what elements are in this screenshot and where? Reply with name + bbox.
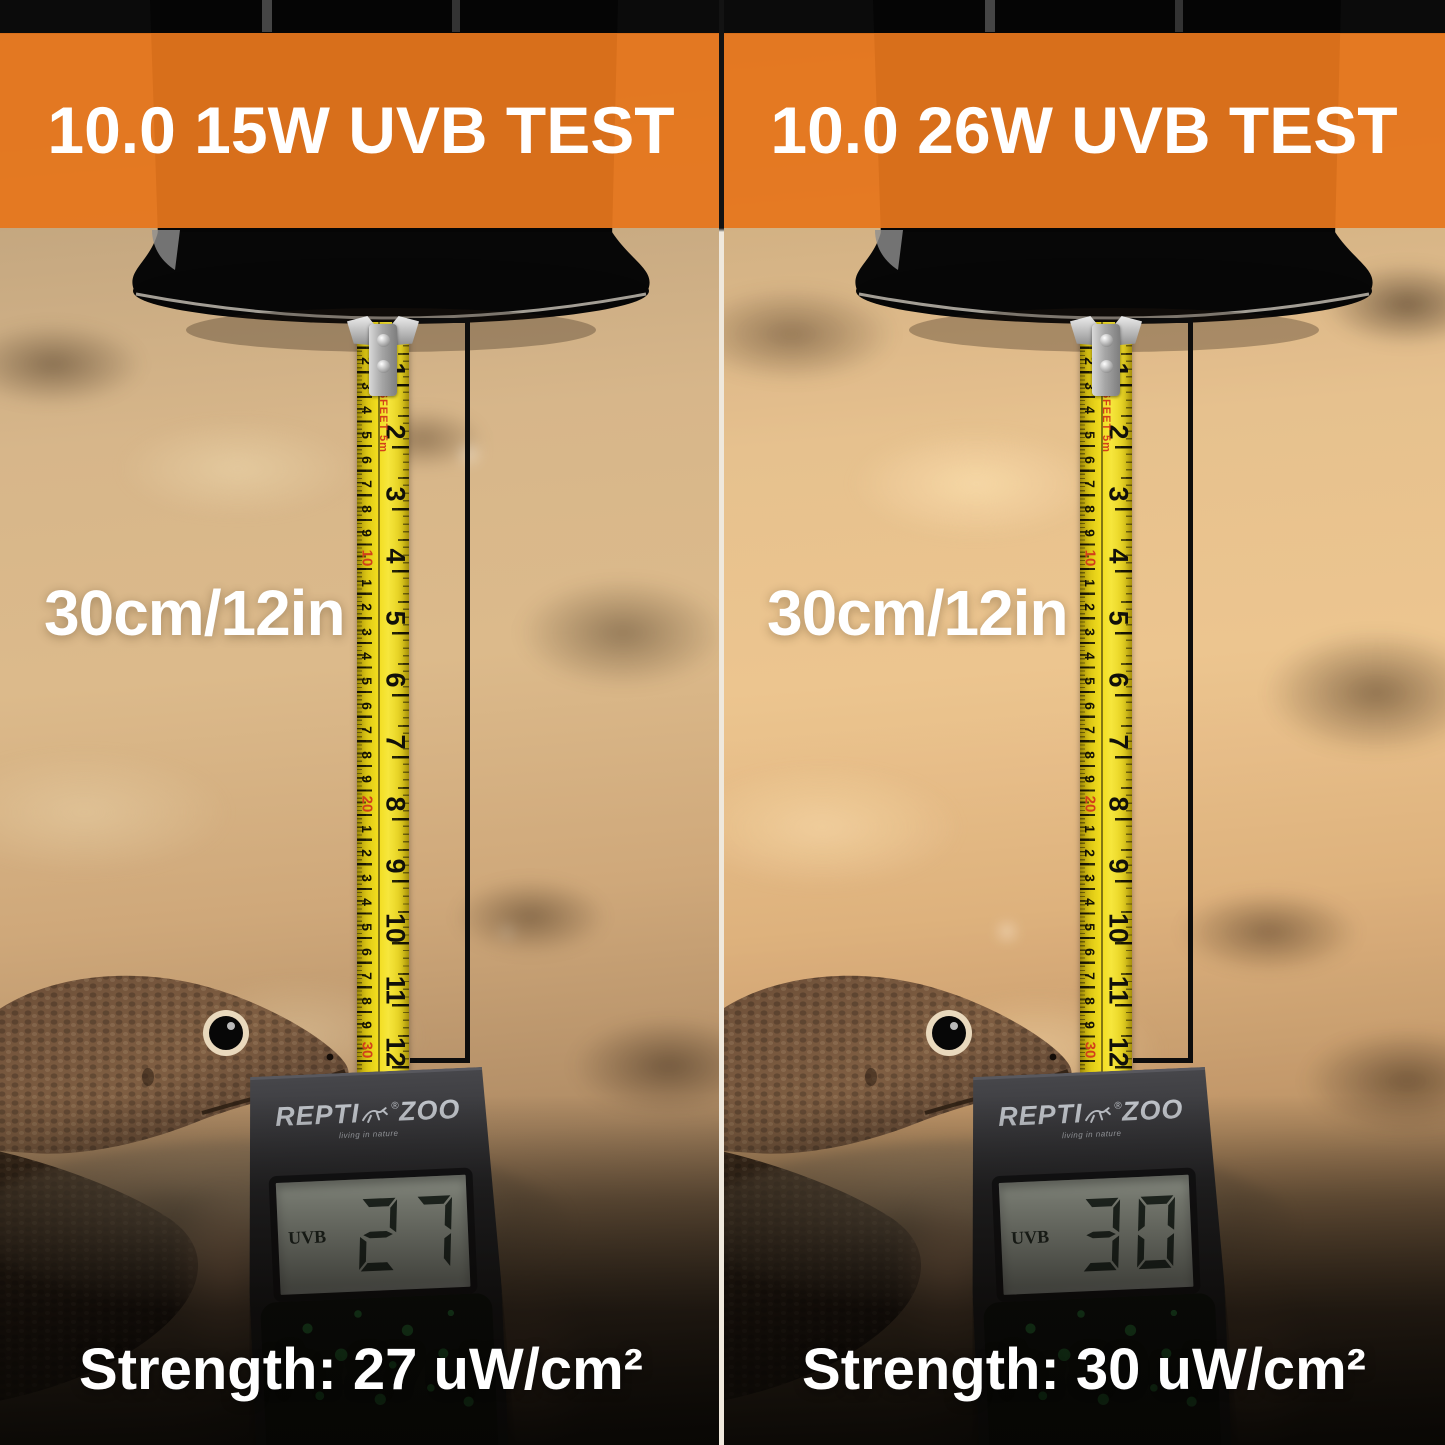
lizard-ear xyxy=(142,1068,154,1086)
tape-meters-label: 5m xyxy=(377,435,389,453)
tape-number: 7 xyxy=(359,726,375,735)
tape-number: 5 xyxy=(1082,677,1098,685)
tape-number: 2 xyxy=(1082,603,1098,612)
tape-number: 4 xyxy=(359,406,375,415)
tape-number: 8 xyxy=(1082,750,1098,759)
tape-number: 20 xyxy=(1081,795,1099,813)
tape-number: 4 xyxy=(359,652,375,661)
tape-number: 8 xyxy=(359,504,375,513)
panel-divider xyxy=(719,0,724,1445)
tape-number: 8 xyxy=(1103,796,1134,812)
tape-number: 4 xyxy=(380,548,411,564)
tape-meters-label: 5m xyxy=(1100,435,1112,453)
tape-number: 7 xyxy=(1082,726,1098,735)
tape-number: 7 xyxy=(380,734,411,750)
tape-number: 9 xyxy=(1082,775,1098,784)
tape-hook-clip xyxy=(1068,316,1144,400)
tape-number: 4 xyxy=(1082,652,1098,661)
tape-number: 6 xyxy=(359,701,375,710)
tape-number: 9 xyxy=(359,529,375,538)
lizard-eye xyxy=(932,1016,966,1050)
panel-15w: 10.0 15W UVB TEST 1234567891012345678920… xyxy=(0,0,722,1445)
tape-number: 5 xyxy=(359,431,375,439)
tape-number: 9 xyxy=(359,775,375,784)
tape-number: 6 xyxy=(1082,701,1098,710)
tape-number: 2 xyxy=(1082,849,1098,858)
tape-number: 3 xyxy=(359,873,375,882)
tape-number: 9 xyxy=(1103,858,1134,874)
tape-number: 1 xyxy=(1082,578,1098,587)
tape-number: 1 xyxy=(359,824,375,833)
distance-label: 30cm/12in xyxy=(767,577,1069,649)
lizard-nostril xyxy=(1049,1053,1057,1061)
tape-number: 6 xyxy=(380,672,411,688)
panel-title: 10.0 26W UVB TEST xyxy=(770,93,1398,167)
lizard-nostril xyxy=(326,1053,334,1061)
tape-number: 20 xyxy=(358,795,376,813)
tape-hook-clip xyxy=(345,316,421,400)
bottom-shadow-overlay xyxy=(723,1095,1445,1445)
measuring-tape: 1234567891012345678920123456789301234567… xyxy=(347,316,419,1094)
tape-number: 5 xyxy=(380,610,411,626)
bracket-bottom-line xyxy=(1133,1058,1193,1063)
tape-number: 6 xyxy=(1103,672,1134,688)
tape-number: 1 xyxy=(1082,824,1098,833)
strength-label: Strength: 30 uW/cm² xyxy=(802,1337,1366,1402)
bracket-top-line xyxy=(1129,318,1193,323)
tape-number: 8 xyxy=(359,750,375,759)
tape-number: 6 xyxy=(1082,455,1098,464)
tape-number: 5 xyxy=(359,677,375,685)
lizard-eye xyxy=(209,1016,243,1050)
tape-number: 3 xyxy=(359,627,375,636)
tape-number: 10 xyxy=(358,549,376,567)
bracket-vertical-line xyxy=(465,318,470,1063)
lizard-ear xyxy=(865,1068,877,1086)
tape-number: 5 xyxy=(1103,610,1134,626)
tape-number: 10 xyxy=(380,912,411,944)
tape-number: 10 xyxy=(1081,549,1099,567)
tape-number: 3 xyxy=(1082,873,1098,882)
tape-number: 5 xyxy=(359,923,375,931)
strength-label: Strength: 27 uW/cm² xyxy=(79,1337,643,1402)
tape-number: 9 xyxy=(380,858,411,874)
tape-number: 2 xyxy=(359,603,375,612)
bracket-top-line xyxy=(406,318,470,323)
tape-number: 7 xyxy=(1103,734,1134,750)
tape-number: 3 xyxy=(1082,627,1098,636)
tape-number: 3 xyxy=(1103,486,1134,502)
tape-number: 10 xyxy=(1103,912,1134,944)
panel-26w: 10.0 26W UVB TEST 1234567891012345678920… xyxy=(723,0,1445,1445)
tape-number: 3 xyxy=(380,486,411,502)
tape-number: 1 xyxy=(359,578,375,587)
tape-number: 4 xyxy=(1103,548,1134,564)
tape-number: 4 xyxy=(1082,898,1098,907)
distance-label: 30cm/12in xyxy=(44,577,346,649)
tape-number: 7 xyxy=(1082,480,1098,489)
panel-title: 10.0 15W UVB TEST xyxy=(47,93,675,167)
bracket-vertical-line xyxy=(1188,318,1193,1063)
tape-number: 5 xyxy=(1082,431,1098,439)
tape-number: 8 xyxy=(1082,504,1098,513)
bracket-bottom-line xyxy=(410,1058,470,1063)
bottom-shadow-overlay xyxy=(0,1095,722,1445)
tape-number: 5 xyxy=(1082,923,1098,931)
tape-number: 4 xyxy=(359,898,375,907)
title-banner: 10.0 26W UVB TEST xyxy=(723,33,1445,228)
measuring-tape: 1234567891012345678920123456789301234567… xyxy=(1070,316,1142,1094)
tape-number: 4 xyxy=(1082,406,1098,415)
tape-number: 2 xyxy=(359,849,375,858)
tape-number: 7 xyxy=(359,480,375,489)
title-banner: 10.0 15W UVB TEST xyxy=(0,33,722,228)
tape-number: 6 xyxy=(359,455,375,464)
tape-number: 8 xyxy=(380,796,411,812)
tape-number: 9 xyxy=(1082,529,1098,538)
